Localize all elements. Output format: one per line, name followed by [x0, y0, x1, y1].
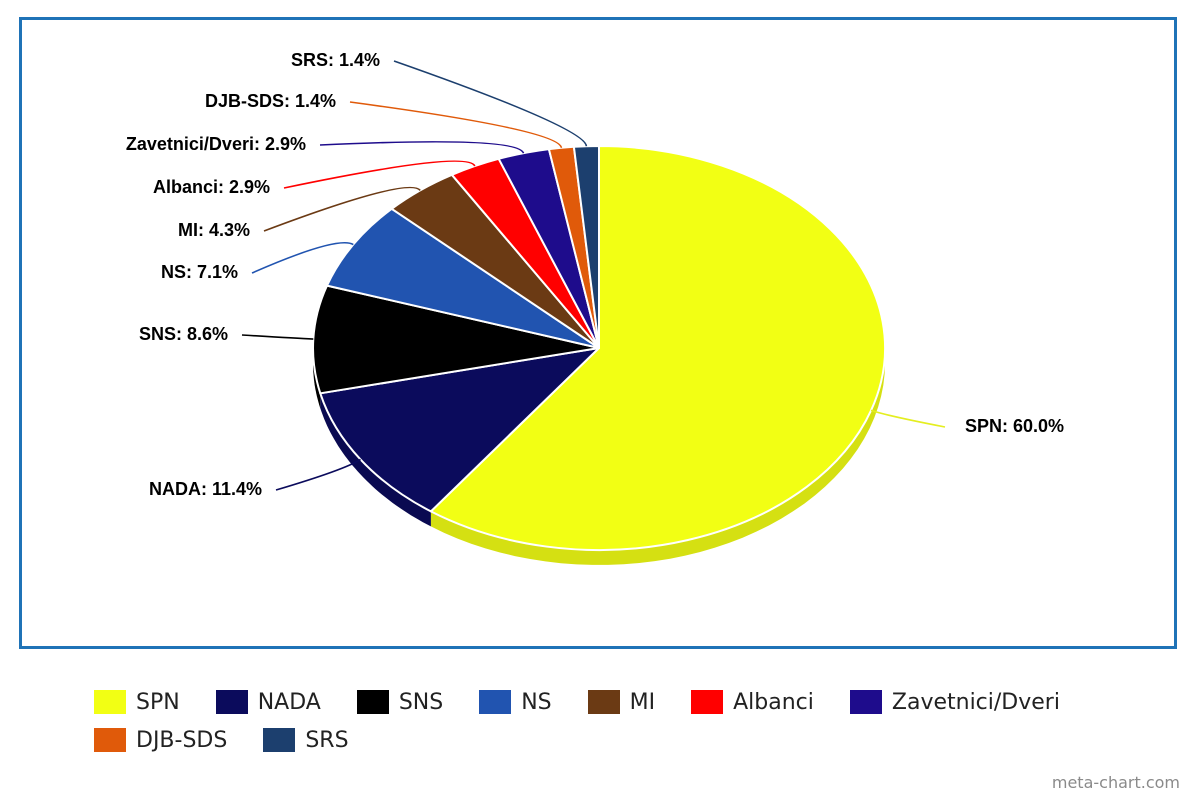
legend-swatch — [215, 690, 248, 714]
pie-side-nada — [320, 393, 431, 527]
legend-item-zavetnici-dveri[interactable]: Zavetnici/Dveri — [849, 688, 1060, 716]
pie-slice-srs — [572, 145, 600, 349]
legend-label: Albanci — [733, 689, 814, 715]
legend-item-spn[interactable]: SPN — [94, 688, 180, 716]
legend-label: Zavetnici/Dveri — [891, 689, 1060, 715]
leader-line-albanci — [283, 160, 476, 189]
pie-slices — [312, 145, 887, 551]
leader-lines — [241, 60, 946, 491]
pie-side-spn — [430, 348, 885, 565]
leader-line-sns — [241, 334, 314, 340]
data-label-djb-sds: DJB-SDS: 1.4% — [205, 91, 336, 111]
legend-label: DJB-SDS — [136, 727, 228, 753]
legend-label: NADA — [257, 689, 321, 715]
leader-line-nada — [275, 458, 361, 491]
legend-swatch — [691, 690, 724, 714]
leader-line-spn — [870, 409, 946, 428]
legend-swatch — [587, 690, 620, 714]
legend-swatch — [94, 728, 126, 752]
data-label-sns: SNS: 8.6% — [139, 324, 228, 344]
data-label-spn: SPN: 60.0% — [965, 416, 1064, 436]
pie-slice-spn — [429, 145, 887, 551]
leader-line-mi — [263, 186, 421, 232]
legend-item-srs[interactable]: SRS — [263, 726, 349, 754]
legend: SPN NADA SNS NS MI Albanci Zavetnici/Dveri DJB-… — [94, 688, 1154, 754]
leader-line-srs — [393, 60, 588, 147]
legend-swatch — [356, 690, 389, 714]
data-label-srs: SRS: 1.4% — [291, 50, 380, 70]
pie-slice-sns — [312, 284, 600, 395]
pie-side-walls — [313, 348, 885, 565]
legend-item-mi[interactable]: MI — [587, 688, 656, 716]
legend-label: SRS — [305, 727, 349, 753]
leader-line-ns — [251, 242, 354, 274]
legend-swatch — [479, 690, 512, 714]
data-label-nada: NADA: 11.4% — [149, 479, 262, 499]
leader-line-zavetnici-dveri — [319, 141, 525, 154]
legend-item-sns[interactable]: SNS — [356, 688, 444, 716]
data-labels: SPN: 60.0% NADA: 11.4% SNS: 8.6% NS: 7.1% MI… — [126, 50, 1064, 499]
pie-side-sns — [313, 348, 321, 409]
legend-label: SPN — [136, 689, 180, 715]
data-label-zavetnici-dveri: Zavetnici/Dveri: 2.9% — [126, 134, 306, 154]
legend-swatch — [94, 690, 126, 714]
legend-label: NS — [521, 689, 552, 715]
pie-slice-nada — [319, 347, 600, 513]
leader-line-djb-sds — [349, 101, 563, 149]
data-label-mi: MI: 4.3% — [178, 220, 250, 240]
legend-item-ns[interactable]: NS — [479, 688, 552, 716]
legend-item-albanci[interactable]: Albanci — [691, 688, 814, 716]
legend-label: SNS — [398, 689, 444, 715]
legend-swatch — [849, 690, 882, 714]
legend-label: MI — [629, 689, 656, 715]
legend-swatch — [263, 728, 296, 752]
data-label-albanci: Albanci: 2.9% — [153, 177, 270, 197]
legend-item-nada[interactable]: NADA — [215, 688, 321, 716]
legend-item-djb-sds[interactable]: DJB-SDS — [94, 726, 227, 754]
data-label-ns: NS: 7.1% — [161, 262, 238, 282]
watermark: meta-chart.com — [1051, 773, 1180, 792]
